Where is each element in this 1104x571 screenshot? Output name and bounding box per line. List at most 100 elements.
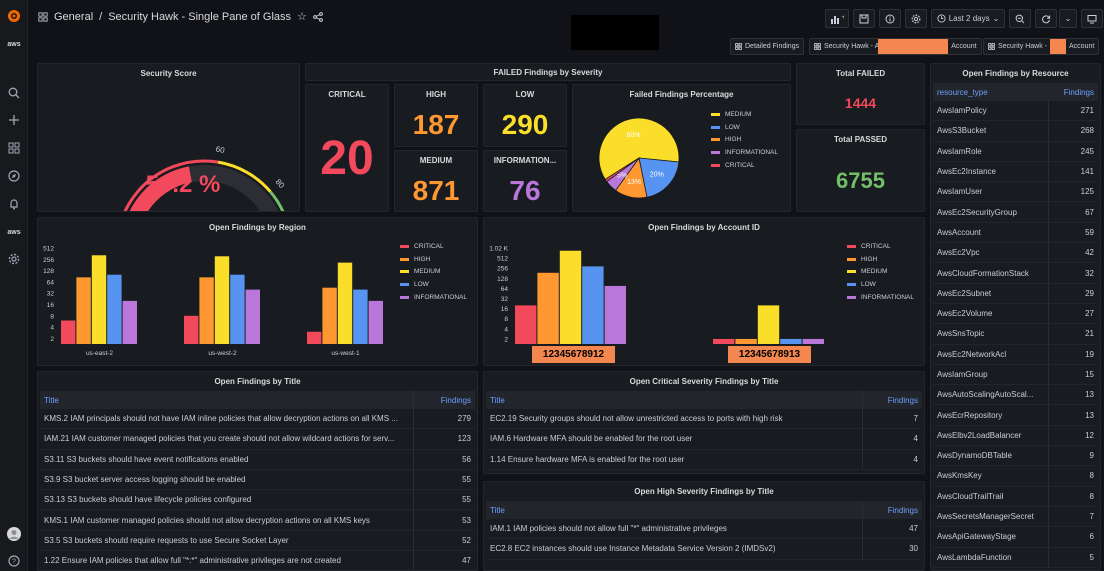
table-row[interactable]: AwsCloudFormationStack 32 — [933, 263, 1098, 284]
bar[interactable] — [91, 255, 107, 344]
table-row[interactable]: AwsApiGatewayStage 6 — [933, 527, 1098, 548]
low-stat-panel[interactable]: LOW 290 — [483, 84, 567, 147]
column-header-findings[interactable]: Findings — [862, 501, 922, 519]
critical-by-title-panel[interactable]: Open Critical Severity Findings by Title… — [483, 371, 925, 474]
table-row[interactable]: AwsCloudTrailTrail 8 — [933, 486, 1098, 507]
column-header-title[interactable]: Title — [490, 395, 505, 405]
zoom-out-button[interactable] — [1009, 9, 1031, 28]
open-by-region-panel[interactable]: Open Findings by Region 2 4 8 16 32 64 128 256 5… — [37, 217, 478, 366]
add-panel-button[interactable]: + — [825, 9, 849, 28]
pie-slice[interactable] — [598, 117, 680, 180]
bar[interactable] — [515, 305, 537, 344]
link-security-hawk-account-a[interactable]: Security Hawk - A Account — [809, 38, 982, 55]
table-row[interactable]: AwsAutoScalingAutoScal... 13 — [933, 385, 1098, 406]
bar[interactable] — [107, 274, 122, 344]
column-header-findings[interactable]: Findings — [413, 391, 475, 409]
bar[interactable] — [353, 289, 368, 344]
save-dashboard-button[interactable] — [853, 9, 875, 28]
table-row[interactable]: AwsKmsKey 8 — [933, 466, 1098, 487]
plus-icon[interactable] — [4, 110, 24, 130]
bar[interactable] — [61, 320, 76, 344]
high-by-title-panel[interactable]: Open High Severity Findings by Title Tit… — [483, 481, 925, 571]
total-passed-panel[interactable]: Total PASSED 6755 — [796, 129, 925, 212]
grafana-logo-icon[interactable] — [4, 6, 24, 26]
legend-item[interactable]: LOW — [847, 278, 914, 291]
legend-item[interactable]: INFORMATIONAL — [400, 291, 467, 304]
legend-item[interactable]: HIGH — [400, 253, 467, 266]
bar[interactable] — [199, 277, 214, 344]
table-row[interactable]: EC2.19 Security groups should not allow … — [486, 409, 922, 430]
bar[interactable] — [337, 262, 353, 344]
star-icon[interactable]: ☆ — [297, 11, 307, 23]
table-row[interactable]: AwsEc2SecurityGroup 67 — [933, 202, 1098, 223]
table-row[interactable]: AwsEc2NetworkAcl 19 — [933, 344, 1098, 365]
table-row[interactable]: IAM.1 IAM policies should not allow full… — [486, 519, 922, 540]
table-row[interactable]: AwsEc2Instance 141 — [933, 161, 1098, 183]
open-by-account-panel[interactable]: Open Findings by Account ID 2 4 8 16 32 64 128… — [483, 217, 925, 366]
table-row[interactable]: IAM.6 Hardware MFA should be enabled for… — [486, 429, 922, 450]
failed-percentage-panel[interactable]: Failed Findings Percentage 60% 20% 13% 5% M… — [572, 84, 791, 212]
dashboard-insights-button[interactable] — [879, 9, 901, 28]
bar[interactable] — [245, 289, 260, 344]
table-row[interactable]: 1.14 Ensure hardware MFA is enabled for … — [486, 449, 922, 470]
explore-icon[interactable] — [4, 166, 24, 186]
bar[interactable] — [802, 338, 824, 344]
legend-item[interactable]: CRITICAL — [847, 240, 914, 253]
table-row[interactable]: KMS.1 IAM customer managed policies shou… — [40, 510, 475, 531]
alerting-icon[interactable] — [4, 194, 24, 214]
aws-icon[interactable]: aws — [4, 222, 24, 242]
bar[interactable] — [122, 300, 137, 344]
bar[interactable] — [230, 274, 245, 344]
open-by-title-panel[interactable]: Open Findings by Title Title Findings KM… — [37, 371, 478, 571]
bar[interactable] — [322, 287, 337, 344]
legend-item[interactable]: MEDIUM — [400, 266, 467, 279]
legend-item[interactable]: INFORMATIONAL — [847, 291, 914, 304]
dashboards-icon[interactable] — [4, 138, 24, 158]
critical-stat-panel[interactable]: CRITICAL 20 — [305, 84, 389, 212]
search-icon[interactable] — [4, 83, 24, 103]
table-row[interactable]: AwsEc2Volume 27 — [933, 303, 1098, 325]
table-row[interactable]: IAM.21 IAM customer managed policies tha… — [40, 429, 475, 450]
table-row[interactable]: KMS.2 IAM principals should not have IAM… — [40, 409, 475, 430]
bar[interactable] — [582, 266, 604, 344]
table-row[interactable]: S3.11 S3 buckets should have event notif… — [40, 449, 475, 470]
refresh-interval-dropdown[interactable]: ⌄ — [1059, 9, 1077, 28]
column-header-resource-type[interactable]: resource_type — [937, 87, 988, 97]
table-row[interactable]: S3.9 S3 bucket server access logging sho… — [40, 469, 475, 491]
informational-stat-panel[interactable]: INFORMATION... 76 — [483, 150, 567, 212]
tv-mode-button[interactable] — [1081, 9, 1103, 28]
bar[interactable] — [780, 338, 802, 344]
legend-item[interactable]: MEDIUM — [711, 108, 778, 121]
legend-item[interactable]: INFORMATIONAL — [711, 146, 778, 159]
time-range-picker[interactable]: Last 2 days ⌄ — [931, 9, 1005, 28]
table-row[interactable]: 1.22 Ensure IAM policies that allow full… — [40, 551, 475, 570]
open-by-resource-panel[interactable]: Open Findings by Resource resource_type … — [930, 63, 1101, 571]
dashboard-settings-button[interactable] — [905, 9, 927, 28]
pie-slice[interactable] — [604, 157, 640, 183]
breadcrumb-folder[interactable]: General — [54, 10, 94, 23]
column-header-title[interactable]: Title — [490, 505, 505, 515]
table-row[interactable]: AwsIamRole 245 — [933, 141, 1098, 162]
table-row[interactable]: AwsEc2Vpc 42 — [933, 243, 1098, 264]
table-row[interactable]: AwsEc2Subnet 29 — [933, 283, 1098, 304]
total-failed-panel[interactable]: Total FAILED 1444 — [796, 63, 925, 125]
link-detailed-findings[interactable]: Detailed Findings — [730, 38, 805, 55]
legend-item[interactable]: MEDIUM — [847, 266, 914, 279]
medium-stat-panel[interactable]: MEDIUM 871 — [394, 150, 478, 212]
share-icon[interactable] — [312, 11, 323, 22]
legend-item[interactable]: CRITICAL — [711, 159, 778, 172]
column-header-findings[interactable]: Findings — [1063, 87, 1094, 97]
legend-item[interactable]: LOW — [400, 278, 467, 291]
high-stat-panel[interactable]: HIGH 187 — [394, 84, 478, 147]
table-row[interactable]: AwsIamPolicy 271 — [933, 101, 1098, 122]
table-row[interactable]: AwsSnsTopic 21 — [933, 324, 1098, 345]
security-score-panel[interactable]: Security Score 0608010050.2 % — [37, 63, 300, 212]
bar[interactable] — [757, 305, 780, 344]
table-row[interactable]: AwsElbv2LoadBalancer 12 — [933, 425, 1098, 447]
legend-item[interactable]: CRITICAL — [400, 240, 467, 253]
bar[interactable] — [537, 272, 559, 344]
table-row[interactable]: AwsIamGroup 15 — [933, 364, 1098, 386]
bar[interactable] — [735, 338, 757, 344]
table-row[interactable]: AwsS3Bucket 268 — [933, 121, 1098, 142]
dashboard-title[interactable]: Security Hawk - Single Pane of Glass — [108, 10, 292, 23]
